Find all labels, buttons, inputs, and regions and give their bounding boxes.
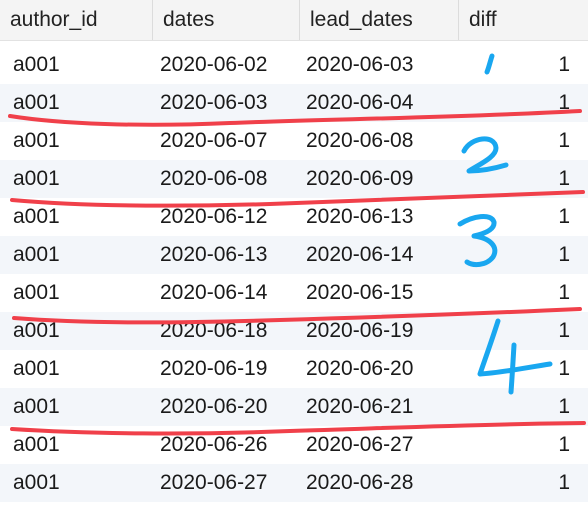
table-row[interactable]: a001 2020-06-20 2020-06-21 1: [0, 388, 588, 426]
cell-diff: 1: [558, 433, 570, 456]
cell-lead-dates: 2020-06-20: [306, 357, 414, 380]
cell-dates: 2020-06-18: [160, 319, 268, 342]
cell-diff: 1: [558, 167, 570, 190]
column-header-diff[interactable]: diff: [458, 0, 588, 40]
cell-author-id: a001: [13, 91, 60, 114]
cell-lead-dates: 2020-06-15: [306, 281, 414, 304]
cell-lead-dates: 2020-06-21: [306, 395, 414, 418]
column-header-lead-dates[interactable]: lead_dates: [299, 0, 458, 40]
cell-lead-dates: 2020-06-19: [306, 319, 414, 342]
cell-author-id: a001: [13, 433, 60, 456]
cell-author-id: a001: [13, 129, 60, 152]
cell-lead-dates: 2020-06-13: [306, 205, 414, 228]
cell-author-id: a001: [13, 471, 60, 494]
table-row[interactable]: a001 2020-06-07 2020-06-08 1: [0, 122, 588, 160]
cell-diff: 1: [558, 91, 570, 114]
cell-lead-dates: 2020-06-14: [306, 243, 414, 266]
cell-author-id: a001: [13, 53, 60, 76]
cell-author-id: a001: [13, 357, 60, 380]
cell-lead-dates: 2020-06-04: [306, 91, 414, 114]
cell-diff: 1: [558, 281, 570, 304]
cell-author-id: a001: [13, 319, 60, 342]
table-row[interactable]: a001 2020-06-12 2020-06-13 1: [0, 198, 588, 236]
cell-diff: 1: [558, 395, 570, 418]
table-row[interactable]: a001 2020-06-08 2020-06-09 1: [0, 160, 588, 198]
cell-dates: 2020-06-20: [160, 395, 268, 418]
cell-lead-dates: 2020-06-08: [306, 129, 414, 152]
cell-dates: 2020-06-02: [160, 53, 268, 76]
table-row[interactable]: a001 2020-06-02 2020-06-03 1: [0, 46, 588, 84]
cell-author-id: a001: [13, 205, 60, 228]
table-row[interactable]: a001 2020-06-14 2020-06-15 1: [0, 274, 588, 312]
grid-header: author_id dates lead_dates diff: [0, 0, 588, 41]
column-header-dates[interactable]: dates: [152, 0, 299, 40]
cell-dates: 2020-06-26: [160, 433, 268, 456]
cell-dates: 2020-06-03: [160, 91, 268, 114]
cell-diff: 1: [558, 53, 570, 76]
table-row[interactable]: a001 2020-06-13 2020-06-14 1: [0, 236, 588, 274]
table-row[interactable]: a001 2020-06-19 2020-06-20 1: [0, 350, 588, 388]
column-header-author-id[interactable]: author_id: [10, 8, 98, 31]
cell-author-id: a001: [13, 395, 60, 418]
cell-diff: 1: [558, 129, 570, 152]
cell-diff: 1: [558, 357, 570, 380]
cell-dates: 2020-06-08: [160, 167, 268, 190]
cell-diff: 1: [558, 319, 570, 342]
cell-dates: 2020-06-14: [160, 281, 268, 304]
cell-lead-dates: 2020-06-27: [306, 433, 414, 456]
cell-dates: 2020-06-13: [160, 243, 268, 266]
table-row[interactable]: a001 2020-06-27 2020-06-28 1: [0, 464, 588, 502]
cell-diff: 1: [558, 205, 570, 228]
cell-author-id: a001: [13, 243, 60, 266]
cell-diff: 1: [558, 471, 570, 494]
cell-dates: 2020-06-19: [160, 357, 268, 380]
table-row[interactable]: a001 2020-06-03 2020-06-04 1: [0, 84, 588, 122]
table-row[interactable]: a001 2020-06-26 2020-06-27 1: [0, 426, 588, 464]
cell-lead-dates: 2020-06-03: [306, 53, 414, 76]
cell-lead-dates: 2020-06-09: [306, 167, 414, 190]
cell-lead-dates: 2020-06-28: [306, 471, 414, 494]
cell-dates: 2020-06-07: [160, 129, 268, 152]
cell-dates: 2020-06-27: [160, 471, 268, 494]
table-row[interactable]: a001 2020-06-18 2020-06-19 1: [0, 312, 588, 350]
cell-dates: 2020-06-12: [160, 205, 268, 228]
cell-author-id: a001: [13, 167, 60, 190]
cell-author-id: a001: [13, 281, 60, 304]
cell-diff: 1: [558, 243, 570, 266]
